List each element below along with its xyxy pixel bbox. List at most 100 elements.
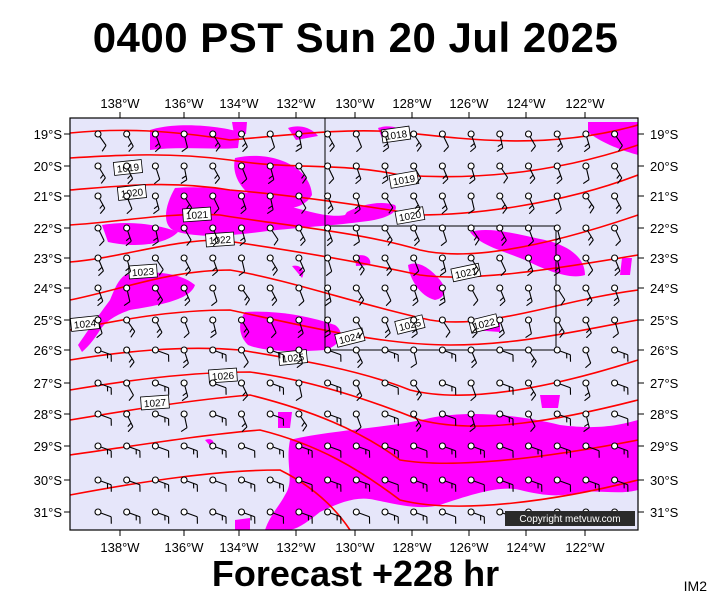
svg-text:1024: 1024	[73, 318, 97, 331]
wind-barb	[324, 379, 342, 395]
wind-barb	[582, 346, 592, 369]
wind-barb	[295, 346, 304, 369]
wind-barb	[410, 508, 428, 524]
longitude-label: 138°W	[100, 540, 140, 555]
wind-barb	[295, 192, 307, 214]
isobar-labels: 1018101910191020102010211021102210221023…	[69, 125, 500, 411]
longitude-label: 122°W	[565, 96, 605, 111]
wind-barb	[553, 316, 565, 338]
wind-barb	[611, 254, 621, 277]
wind-barb	[381, 316, 391, 339]
wind-barb	[324, 316, 332, 338]
wind-barb	[438, 284, 446, 306]
wind-barb	[410, 254, 420, 277]
longitude-label: 124°W	[506, 540, 546, 555]
wind-barb	[94, 254, 104, 277]
svg-text:1019: 1019	[392, 174, 416, 189]
latitude-labels-left: 19°S 20°S 21°S 22°S 23°S 24°S 25°S 26°S 27°S 28°S…	[34, 127, 63, 520]
image-code-label: IM2	[683, 578, 707, 594]
wind-barb	[438, 316, 451, 338]
wind-barb	[180, 379, 189, 402]
wind-barb	[94, 442, 112, 458]
wind-barb	[467, 224, 480, 246]
wind-barb	[381, 130, 390, 153]
isobar-label: 1021	[182, 206, 212, 223]
wind-barb	[410, 410, 422, 432]
wind-barb	[209, 346, 227, 362]
wind-barb	[123, 410, 134, 433]
wind-barb	[496, 442, 514, 458]
wind-barb	[611, 379, 629, 395]
wind-barb	[209, 379, 227, 395]
wind-barb	[410, 476, 428, 492]
wind-barb	[324, 410, 342, 426]
latitude-label: 30°S	[34, 473, 63, 488]
wind-barb	[151, 316, 163, 339]
svg-text:1022: 1022	[472, 317, 497, 333]
wind-barb	[352, 410, 362, 433]
wind-barb	[123, 476, 141, 492]
wind-barb	[94, 130, 107, 152]
wind-barb	[410, 130, 422, 152]
wind-barb	[438, 162, 449, 185]
longitude-label: 126°W	[449, 540, 489, 555]
wind-barb	[151, 379, 170, 395]
wind-barb	[611, 346, 629, 362]
wind-barb	[467, 346, 478, 369]
wind-barb	[295, 508, 313, 524]
longitude-label: 126°W	[449, 96, 489, 111]
wind-barb	[496, 284, 506, 307]
wind-barb	[151, 224, 159, 246]
rain-areas	[78, 122, 638, 530]
wind-barb	[352, 130, 363, 153]
latitude-label: 22°S	[34, 221, 63, 236]
wind-barb	[295, 316, 304, 339]
wind-barb	[266, 254, 278, 276]
wind-barb	[438, 508, 457, 524]
wind-barb	[582, 162, 590, 185]
svg-text:1027: 1027	[144, 398, 167, 411]
wind-barb	[237, 284, 250, 306]
wind-barb	[381, 442, 399, 458]
latitude-label: 27°S	[34, 376, 63, 391]
wind-barb	[524, 162, 536, 185]
wind-barb	[582, 379, 591, 402]
wind-barb	[123, 508, 141, 524]
longitude-label: 136°W	[164, 96, 204, 111]
wind-barb	[237, 254, 246, 277]
latitude-label: 29°S	[34, 439, 63, 454]
wind-barb	[410, 442, 428, 458]
map-title: 0400 PST Sun 20 Jul 2025	[92, 14, 619, 61]
wind-barb	[496, 224, 507, 247]
wind-barb	[295, 224, 306, 247]
wind-barb	[524, 192, 535, 215]
wind-barb	[611, 130, 623, 152]
wind-barb	[266, 162, 275, 185]
wind-barb	[94, 508, 112, 524]
wind-barb	[352, 508, 371, 524]
wind-barb	[295, 410, 308, 432]
wind-barb	[381, 162, 389, 184]
latitude-labels-right: 19°S 20°S 21°S 22°S 23°S 24°S 25°S 26°S 27°S 28°S…	[650, 127, 679, 520]
wind-barb	[381, 254, 393, 277]
latitude-label: 19°S	[650, 127, 679, 142]
wind-barb	[209, 284, 218, 307]
wind-barb	[94, 284, 104, 307]
wind-barb	[553, 192, 562, 215]
longitude-label: 124°W	[506, 96, 546, 111]
map-border	[69, 117, 639, 531]
wind-barb	[237, 130, 248, 153]
svg-text:1023: 1023	[132, 267, 155, 280]
forecast-label: Forecast +228 hr	[211, 553, 500, 594]
isobar-label: 1026	[208, 367, 238, 384]
wind-barb	[524, 130, 536, 152]
longitude-labels-bottom: 138°W 136°W 134°W 132°W 130°W 128°W 126°W 124°W…	[100, 540, 605, 555]
wind-barb	[611, 192, 622, 215]
wind-barb	[209, 410, 227, 426]
latitude-label: 22°S	[650, 221, 679, 236]
wind-barb	[324, 224, 333, 247]
wind-barb	[324, 130, 335, 152]
wind-barb	[266, 130, 276, 153]
wind-barb	[582, 254, 594, 276]
wind-barb	[352, 316, 364, 338]
